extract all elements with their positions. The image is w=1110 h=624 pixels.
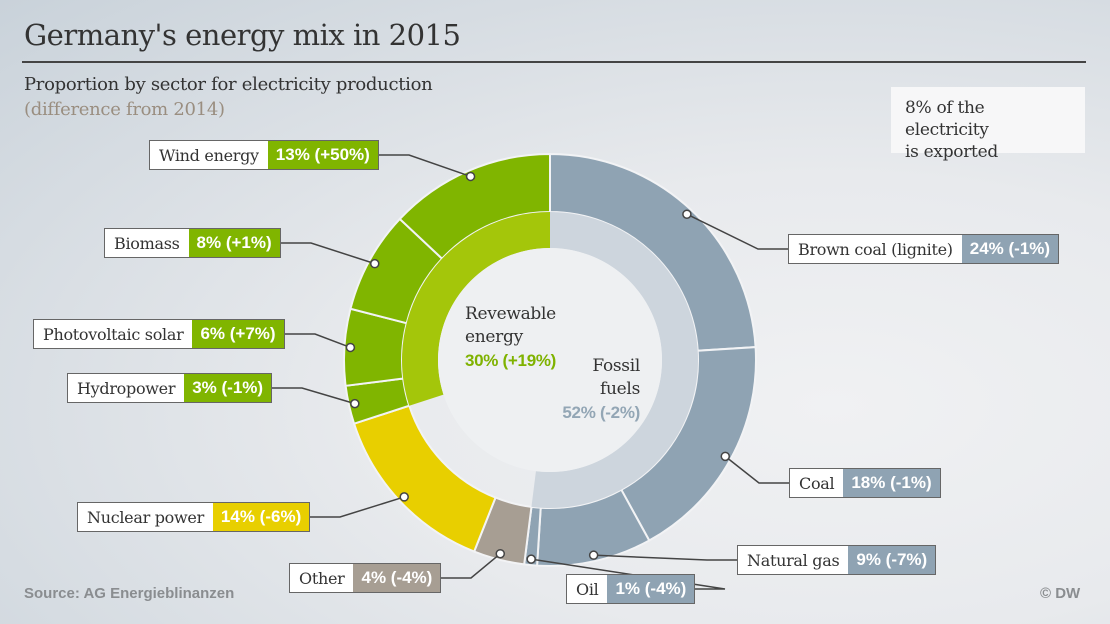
label-value: 18% (-1%) <box>843 469 940 497</box>
leader-dot <box>399 492 409 502</box>
group-rings <box>401 212 698 508</box>
chart-subtitle: Proportion by sector for electricity pro… <box>24 74 433 95</box>
label-name: Coal <box>790 469 844 497</box>
leader-dot <box>526 554 536 564</box>
leader-dot <box>720 451 731 462</box>
leader-line <box>441 553 501 579</box>
leader-dot <box>495 548 506 559</box>
leader-line <box>724 455 789 484</box>
leader-line <box>285 333 351 349</box>
leader-line <box>379 154 471 178</box>
label-value: 3% (-1%) <box>184 374 272 402</box>
label-value: 14% (-6%) <box>212 503 310 531</box>
copyright-credit: © DW <box>1040 585 1081 602</box>
label-coal: Coal 18% (-1%) <box>789 468 941 498</box>
leader-line <box>593 554 737 561</box>
group-ring-renewable <box>401 212 550 406</box>
leader-dot <box>465 171 476 182</box>
leader-line <box>310 496 405 518</box>
leader-dot <box>345 342 356 353</box>
label-name: Oil <box>567 575 608 603</box>
label-oil: Oil 1% (-4%) <box>566 574 696 604</box>
label-name: Photovoltaic solar <box>34 320 193 348</box>
export-note-line1: 8% of the electricity <box>905 98 989 140</box>
fossil-group-value: 52% (-2%) <box>562 403 640 422</box>
group-ring-fossil <box>531 212 698 508</box>
label-biomass: Biomass 8% (+1%) <box>104 228 281 258</box>
source-note: Source: AG Energieblinanzen <box>24 585 235 602</box>
fossil-group-line2: fuels <box>600 379 640 399</box>
label-value: 1% (-4%) <box>607 575 695 603</box>
label-name: Wind energy <box>150 141 268 169</box>
leader-dot <box>350 398 360 409</box>
label-name: Other <box>290 564 354 592</box>
leader-dot <box>588 550 599 560</box>
leader-line <box>281 242 375 265</box>
label-value: 4% (-4%) <box>353 564 441 592</box>
label-value: 13% (+50%) <box>267 141 378 169</box>
leader-lines <box>272 154 789 590</box>
fossil-group-label: Fossil fuels 52% (-2%) <box>548 355 640 424</box>
label-brown-coal: Brown coal (lignite) 24% (-1%) <box>788 234 1060 264</box>
label-name: Biomass <box>105 229 189 257</box>
label-name: Brown coal (lignite) <box>789 235 962 263</box>
leader-dot <box>682 209 692 219</box>
label-nuclear-power: Nuclear power 14% (-6%) <box>77 502 311 532</box>
label-name: Hydropower <box>68 374 185 402</box>
label-wind-energy: Wind energy 13% (+50%) <box>149 140 379 170</box>
label-photovoltaic-solar: Photovoltaic solar 6% (+7%) <box>33 319 285 349</box>
leader-line <box>272 387 356 405</box>
label-value: 8% (+1%) <box>188 229 280 257</box>
label-other: Other 4% (-4%) <box>289 563 442 593</box>
title-divider <box>22 61 1086 63</box>
export-note: 8% of the electricity is exported <box>891 87 1085 162</box>
leader-dot <box>369 258 380 269</box>
donut-center <box>438 248 662 472</box>
chart-title: Germany's energy mix in 2015 <box>24 18 461 52</box>
label-value: 24% (-1%) <box>961 235 1059 263</box>
renewable-group-label: Revewable energy 30% (+19%) <box>465 303 556 372</box>
export-note-line2: is exported <box>905 142 998 162</box>
label-natural-gas: Natural gas 9% (-7%) <box>737 545 937 575</box>
leader-line <box>686 213 788 250</box>
label-value: 6% (+7%) <box>192 320 284 348</box>
label-hydropower: Hydropower 3% (-1%) <box>67 373 273 403</box>
label-name: Natural gas <box>738 546 849 574</box>
renewable-group-line2: energy <box>465 327 523 347</box>
donut-slices <box>343 152 757 567</box>
label-name: Nuclear power <box>78 503 213 531</box>
chart-subnote: (difference from 2014) <box>24 99 225 120</box>
renewable-group-value: 30% (+19%) <box>465 351 557 370</box>
leader-line <box>531 558 726 590</box>
renewable-group-line1: Revewable <box>465 304 556 324</box>
fossil-group-line1: Fossil <box>592 356 640 376</box>
label-value: 9% (-7%) <box>848 546 936 574</box>
